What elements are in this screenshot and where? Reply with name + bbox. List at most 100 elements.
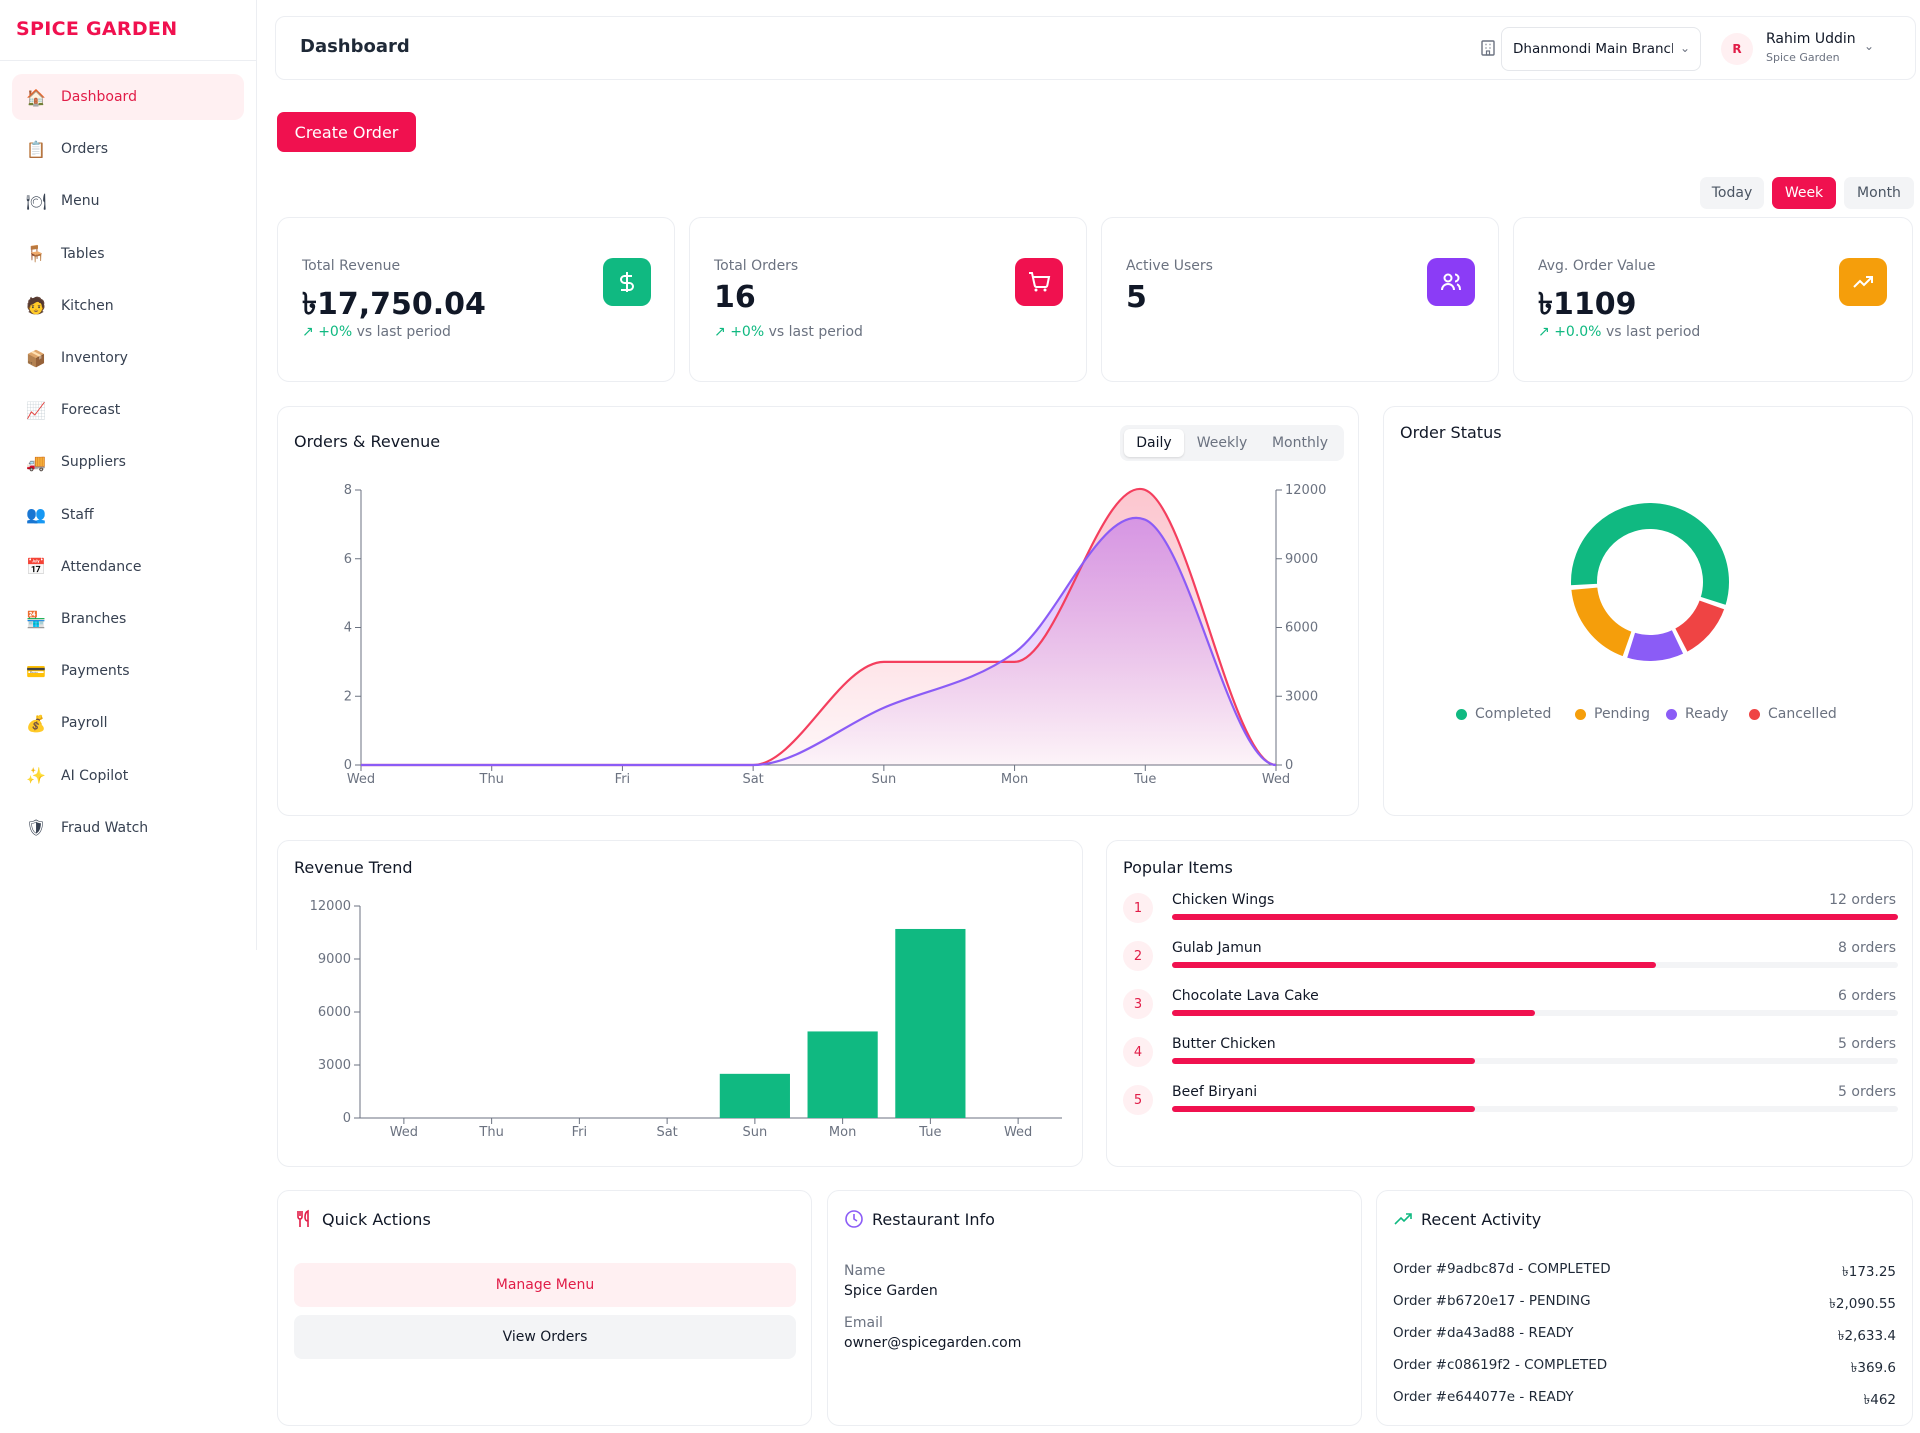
- revenue-line: [361, 516, 1277, 767]
- legend-label: Cancelled: [1768, 706, 1837, 722]
- user-menu-chevron-icon[interactable]: ⌄: [1864, 39, 1875, 53]
- legend-dot: [1666, 708, 1677, 720]
- period-today-button[interactable]: Today: [1700, 177, 1764, 209]
- sidebar-item-payroll[interactable]: 💰 Payroll: [12, 700, 244, 746]
- email-label: Email: [844, 1315, 883, 1331]
- popular-item-count: 12 orders: [1829, 892, 1896, 908]
- legend-label: Pending: [1594, 706, 1650, 722]
- cart-icon: [1015, 258, 1063, 306]
- credit-card-icon: 💳: [26, 661, 46, 681]
- order-status-title: Order Status: [1400, 423, 1502, 442]
- activity-text: Order #b6720e17 - PENDING: [1393, 1293, 1591, 1309]
- activity-row[interactable]: Order #da43ad88 - READY ৳2,633.4: [1393, 1325, 1896, 1344]
- sidebar-item-fraud-watch[interactable]: 🛡 Fraud Watch: [12, 805, 244, 851]
- clock-icon: [845, 1210, 863, 1228]
- sidebar-item-branches[interactable]: 🏪 Branches: [12, 596, 244, 642]
- sidebar-item-orders[interactable]: 📋 Orders: [12, 126, 244, 172]
- revenue-bar[interactable]: [719, 1073, 790, 1118]
- x-tick-label: Wed: [1262, 772, 1290, 787]
- stat-label: Avg. Order Value: [1538, 258, 1656, 274]
- left-y-tick-label: 8: [344, 483, 352, 498]
- x-tick-label: Thu: [479, 772, 504, 787]
- truck-icon: 🚚: [26, 452, 46, 472]
- revenue-trend-card: Revenue Trend 0 3000 6000 9000 12000 Wed Thu Fr…: [277, 840, 1083, 1167]
- create-order-button[interactable]: Create Order: [277, 112, 416, 152]
- activity-text: Order #e644077e - READY: [1393, 1389, 1574, 1405]
- left-y-tick-label: 6: [344, 552, 352, 567]
- popular-item-name: Beef Biryani: [1172, 1084, 1258, 1100]
- donut-slice-pending[interactable]: [1569, 585, 1634, 659]
- sidebar-item-suppliers[interactable]: 🚚 Suppliers: [12, 439, 244, 485]
- left-y-tick-label: 0: [344, 758, 352, 773]
- manage-menu-button[interactable]: Manage Menu: [294, 1263, 796, 1307]
- x-tick-label: Wed: [1004, 1125, 1032, 1140]
- y-tick-label: 9000: [318, 952, 351, 967]
- revenue-trend-title: Revenue Trend: [294, 858, 413, 877]
- donut-slice-ready[interactable]: [1624, 627, 1686, 663]
- activity-text: Order #9adbc87d - COMPLETED: [1393, 1261, 1611, 1277]
- tab-daily[interactable]: Daily: [1124, 429, 1184, 457]
- period-month-button[interactable]: Month: [1844, 177, 1914, 209]
- order-status-donut-chart: [1569, 501, 1731, 663]
- sidebar-item-menu[interactable]: 🍽 Menu: [12, 178, 244, 224]
- tab-monthly[interactable]: Monthly: [1271, 435, 1329, 451]
- activity-row[interactable]: Order #e644077e - READY ৳462: [1393, 1389, 1896, 1408]
- x-tick-label: Tue: [918, 1125, 941, 1140]
- restaurant-info-card: Restaurant Info Name Spice Garden Email …: [827, 1190, 1362, 1426]
- period-week-button[interactable]: Week: [1772, 177, 1836, 209]
- order-status-card: Order Status: [1383, 406, 1913, 816]
- avatar[interactable]: R: [1721, 33, 1753, 65]
- donut-slice-cancelled[interactable]: [1672, 598, 1727, 655]
- brand-logo[interactable]: SPICE GARDEN: [16, 18, 178, 40]
- clipboard-icon: 📋: [26, 139, 46, 159]
- sidebar-item-forecast[interactable]: 📈 Forecast: [12, 387, 244, 433]
- x-tick-label: Tue: [1133, 772, 1156, 787]
- sidebar-item-label: Forecast: [61, 402, 121, 419]
- activity-row[interactable]: Order #c08619f2 - COMPLETED ৳369.6: [1393, 1357, 1896, 1376]
- legend-item-cancelled[interactable]: Cancelled: [1749, 706, 1837, 722]
- popular-item-bar-fill: [1172, 962, 1656, 968]
- sidebar-item-attendance[interactable]: 📅 Attendance: [12, 544, 244, 590]
- revenue-bar[interactable]: [807, 1031, 878, 1118]
- legend-item-pending[interactable]: Pending: [1575, 706, 1650, 722]
- restaurant-info-title: Restaurant Info: [872, 1210, 995, 1229]
- sidebar-item-label: Kitchen: [61, 297, 114, 314]
- popular-item-rank: 4: [1123, 1037, 1153, 1067]
- revenue-bar[interactable]: [895, 928, 966, 1118]
- sidebar-item-tables[interactable]: 🪑 Tables: [12, 231, 244, 277]
- restaurant-email: owner@spicegarden.com: [844, 1335, 1022, 1351]
- activity-row[interactable]: Order #b6720e17 - PENDING ৳2,090.55: [1393, 1293, 1896, 1312]
- x-tick-label: Fri: [572, 1125, 588, 1140]
- legend-item-ready[interactable]: Ready: [1666, 706, 1728, 722]
- activity-row[interactable]: Order #9adbc87d - COMPLETED ৳173.25: [1393, 1261, 1896, 1280]
- store-icon: 🏪: [26, 609, 46, 629]
- stat-label: Total Orders: [714, 258, 799, 274]
- branch-select[interactable]: Dhanmondi Main Branch ⌄: [1501, 27, 1701, 71]
- popular-item-bar-track: [1172, 1106, 1898, 1112]
- user-name[interactable]: Rahim Uddin: [1766, 31, 1856, 47]
- sidebar: SPICE GARDEN 🏠 Dashboard 📋 Orders 🍽 Menu 🪑 Tabl…: [0, 0, 257, 950]
- page-title: Dashboard: [300, 36, 410, 57]
- x-tick-label: Sat: [656, 1125, 677, 1140]
- sidebar-item-staff[interactable]: 👥 Staff: [12, 492, 244, 538]
- recent-activity-title: Recent Activity: [1421, 1210, 1542, 1229]
- donut-slice-completed[interactable]: [1569, 501, 1731, 608]
- building-icon: [1481, 40, 1495, 56]
- sidebar-item-kitchen[interactable]: 🧑 Kitchen: [12, 283, 244, 329]
- calendar-icon: 📅: [26, 557, 46, 577]
- x-tick-label: Mon: [1001, 772, 1028, 787]
- sidebar-item-ai-copilot[interactable]: ✨ AI Copilot: [12, 753, 244, 799]
- legend-item-completed[interactable]: Completed: [1456, 706, 1551, 722]
- popular-item-name: Butter Chicken: [1172, 1036, 1276, 1052]
- sidebar-item-label: AI Copilot: [61, 767, 129, 784]
- trending-up-icon: [1839, 258, 1887, 306]
- popular-item-bar-track: [1172, 1010, 1898, 1016]
- y-tick-label: 12000: [310, 899, 351, 914]
- sidebar-item-inventory[interactable]: 📦 Inventory: [12, 335, 244, 381]
- quick-actions-title: Quick Actions: [322, 1210, 431, 1229]
- sidebar-item-dashboard[interactable]: 🏠 Dashboard: [12, 74, 244, 120]
- sidebar-item-payments[interactable]: 💳 Payments: [12, 648, 244, 694]
- view-orders-button[interactable]: View Orders: [294, 1315, 796, 1359]
- tab-weekly[interactable]: Weekly: [1196, 435, 1248, 451]
- popular-item-count: 5 orders: [1838, 1084, 1896, 1100]
